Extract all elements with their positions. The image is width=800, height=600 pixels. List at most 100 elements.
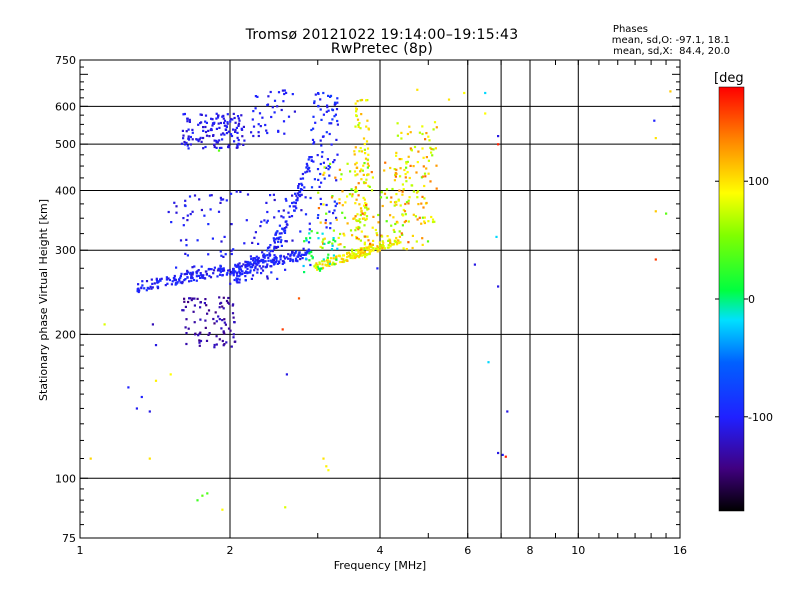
data-point xyxy=(242,263,245,266)
chart-subtitle: RwPretec (8p) xyxy=(330,41,434,57)
data-point xyxy=(220,198,223,201)
data-point xyxy=(318,261,321,264)
data-point xyxy=(169,373,172,376)
data-point xyxy=(361,212,364,215)
data-point xyxy=(290,215,294,218)
data-point xyxy=(242,125,245,128)
data-point xyxy=(381,204,384,208)
data-point xyxy=(284,268,287,271)
data-point xyxy=(654,258,657,261)
data-point xyxy=(367,173,370,176)
data-point xyxy=(303,271,306,274)
data-point xyxy=(236,144,239,147)
data-point xyxy=(173,278,176,282)
data-point xyxy=(235,146,238,149)
data-point xyxy=(431,154,434,157)
data-point xyxy=(335,216,338,219)
data-point xyxy=(284,506,287,509)
data-point xyxy=(241,270,244,273)
data-point xyxy=(193,297,196,300)
data-point xyxy=(421,216,424,219)
data-point xyxy=(212,317,215,321)
data-point xyxy=(257,131,260,134)
data-point xyxy=(170,283,173,286)
data-point xyxy=(421,147,424,150)
data-point xyxy=(323,171,326,174)
data-point xyxy=(273,241,276,244)
data-point xyxy=(395,200,398,203)
data-point xyxy=(354,229,357,232)
data-point xyxy=(401,233,404,236)
data-point xyxy=(382,245,385,248)
data-point xyxy=(405,162,408,165)
data-point xyxy=(269,194,272,197)
data-point xyxy=(287,257,290,260)
data-point xyxy=(393,179,396,182)
data-point xyxy=(353,170,357,173)
data-point xyxy=(207,333,210,336)
data-point xyxy=(354,174,357,177)
data-point xyxy=(215,127,218,130)
data-point xyxy=(348,193,351,196)
data-point xyxy=(331,242,334,245)
data-point xyxy=(366,174,369,177)
data-point xyxy=(226,113,229,116)
data-point xyxy=(235,264,238,268)
data-point xyxy=(250,277,253,280)
data-point xyxy=(363,248,366,251)
data-point xyxy=(188,120,191,123)
data-point xyxy=(308,156,312,159)
data-point xyxy=(254,258,257,262)
data-point xyxy=(299,258,302,261)
data-point xyxy=(221,274,224,277)
data-point xyxy=(220,146,223,149)
data-point xyxy=(328,174,331,177)
data-point xyxy=(346,252,349,255)
data-point xyxy=(222,255,225,258)
data-point xyxy=(251,264,255,267)
data-point xyxy=(395,151,398,154)
data-point xyxy=(328,166,332,169)
data-point xyxy=(186,120,189,123)
data-point xyxy=(351,254,354,257)
data-point xyxy=(487,361,490,364)
data-point xyxy=(280,239,283,242)
data-point xyxy=(236,115,240,118)
data-point xyxy=(213,121,216,124)
data-point xyxy=(316,216,319,219)
data-point xyxy=(202,136,205,140)
data-point xyxy=(431,220,435,224)
data-point xyxy=(258,259,261,263)
data-point xyxy=(364,218,367,222)
data-point xyxy=(398,230,401,233)
phases-heading: Phases xyxy=(612,24,648,35)
data-point xyxy=(218,139,221,142)
data-point xyxy=(325,264,329,267)
data-point xyxy=(231,118,234,121)
data-point xyxy=(210,194,213,197)
data-point xyxy=(230,249,233,252)
data-point xyxy=(238,271,241,274)
data-point xyxy=(319,245,322,248)
data-point xyxy=(351,248,354,251)
data-point xyxy=(312,160,315,163)
data-point xyxy=(393,168,396,171)
data-point xyxy=(339,232,342,236)
data-point xyxy=(332,257,335,260)
data-point xyxy=(148,287,151,290)
data-point xyxy=(215,112,218,115)
data-point xyxy=(307,248,310,251)
data-point xyxy=(402,214,405,217)
data-point xyxy=(410,149,413,152)
data-point xyxy=(411,246,414,250)
data-point xyxy=(415,191,419,194)
data-point xyxy=(180,142,183,145)
data-point xyxy=(276,277,279,280)
data-point xyxy=(330,196,334,199)
data-point xyxy=(328,122,331,125)
x-tick-label: 2 xyxy=(227,544,234,557)
data-point xyxy=(316,231,319,234)
data-point xyxy=(308,232,311,235)
data-point xyxy=(247,261,250,264)
